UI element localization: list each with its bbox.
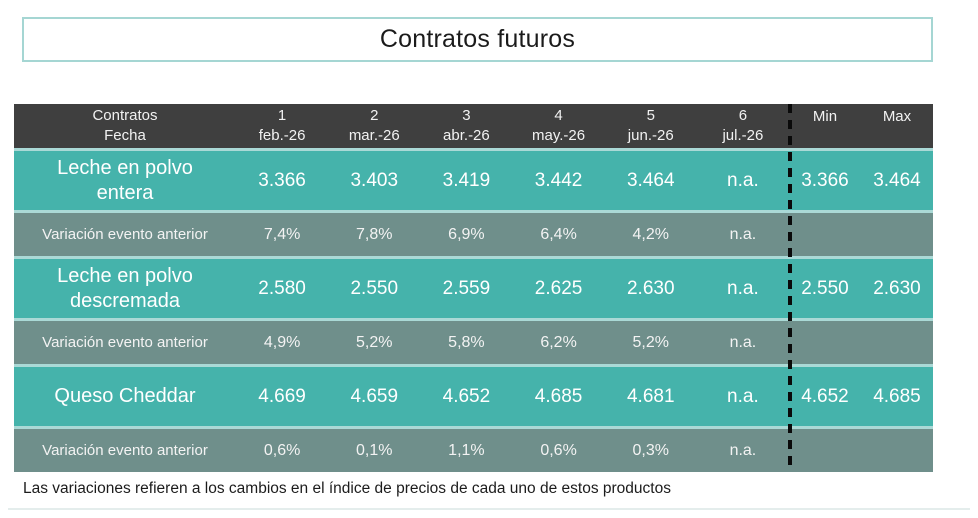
column-number: 1 bbox=[277, 107, 287, 124]
variation-value: 5,2% bbox=[632, 333, 669, 351]
product-name: Leche en polvo descremada bbox=[57, 264, 193, 312]
empty-min-cell bbox=[789, 321, 861, 364]
column-number: 4 bbox=[554, 107, 563, 124]
title-box: Contratos futuros bbox=[22, 17, 933, 62]
variation-value-na: n.a. bbox=[729, 333, 757, 351]
variation-value: 5,2% bbox=[356, 333, 393, 351]
product-name: Leche en polvo entera bbox=[57, 156, 193, 204]
product-value: 3.366 bbox=[258, 169, 306, 191]
column-date: may.-26 bbox=[532, 127, 586, 144]
empty-min-cell bbox=[789, 429, 861, 472]
bottom-rule bbox=[8, 508, 970, 510]
variation-value: 6,2% bbox=[540, 333, 577, 351]
variation-row-leche-descremada: Variación evento anterior 4,9% 5,2% 5,8%… bbox=[14, 321, 933, 364]
variation-value-na: n.a. bbox=[729, 225, 757, 243]
variation-value: 0,6% bbox=[263, 441, 301, 459]
product-min-value: 3.366 bbox=[801, 169, 849, 191]
column-date: jul.-26 bbox=[722, 127, 764, 144]
variation-label: Variación evento anterior bbox=[42, 442, 208, 459]
variation-row-leche-entera: Variación evento anterior 7,4% 7,8% 6,9%… bbox=[14, 213, 933, 256]
variation-row-queso-cheddar: Variación evento anterior 0,6% 0,1% 1,1%… bbox=[14, 429, 933, 472]
variation-value-na: n.a. bbox=[729, 441, 757, 459]
product-min-value: 4.652 bbox=[801, 385, 849, 407]
variation-value: 0,1% bbox=[356, 441, 393, 459]
product-max-value: 2.630 bbox=[873, 277, 921, 299]
corner-header-line2: Fecha bbox=[104, 127, 146, 144]
product-value-na: n.a. bbox=[727, 169, 759, 191]
column-date: mar.-26 bbox=[348, 127, 400, 144]
variation-label: Variación evento anterior bbox=[42, 334, 208, 351]
product-value: 4.652 bbox=[442, 385, 491, 407]
column-number: 3 bbox=[462, 107, 471, 124]
column-date: feb.-26 bbox=[258, 127, 306, 144]
table-header-row: Contratos Fecha 1 feb.-26 2 mar.-26 3 ab… bbox=[14, 104, 933, 148]
column-number: 2 bbox=[370, 107, 379, 124]
product-value: 2.550 bbox=[350, 277, 399, 299]
corner-header-cell: Contratos Fecha bbox=[14, 104, 236, 148]
product-value-na: n.a. bbox=[727, 385, 759, 407]
column-number: 5 bbox=[646, 107, 655, 124]
product-max-value: 4.685 bbox=[873, 385, 921, 407]
column-date: jun.-26 bbox=[627, 127, 674, 144]
column-number: 6 bbox=[738, 107, 748, 124]
corner-header-line1: Contratos bbox=[92, 107, 158, 124]
product-value: 2.559 bbox=[442, 277, 491, 299]
variation-value: 4,2% bbox=[632, 225, 669, 243]
product-value: 3.464 bbox=[626, 169, 675, 191]
variation-value: 5,8% bbox=[448, 333, 485, 351]
product-value: 4.685 bbox=[534, 385, 583, 407]
futures-table: Contratos Fecha 1 feb.-26 2 mar.-26 3 ab… bbox=[14, 104, 933, 472]
product-value: 2.625 bbox=[534, 277, 583, 299]
variation-value: 7,4% bbox=[263, 225, 301, 243]
product-name: Queso Cheddar bbox=[54, 385, 196, 407]
variation-value: 7,8% bbox=[356, 225, 393, 243]
column-header-3: 3 abr.-26 bbox=[420, 104, 512, 148]
product-value: 4.669 bbox=[258, 385, 306, 407]
column-date: abr.-26 bbox=[443, 127, 490, 144]
column-header-6: 6 jul.-26 bbox=[697, 104, 789, 148]
column-header-4: 4 may.-26 bbox=[512, 104, 604, 148]
variation-value: 0,6% bbox=[540, 441, 577, 459]
product-row-leche-entera: Leche en polvo entera 3.366 3.403 3.419 … bbox=[14, 151, 933, 210]
product-value-na: n.a. bbox=[727, 277, 759, 299]
variation-value: 0,3% bbox=[632, 441, 669, 459]
empty-max-cell bbox=[861, 429, 933, 472]
product-value: 2.580 bbox=[258, 277, 306, 299]
product-value: 2.630 bbox=[626, 277, 675, 299]
product-value: 3.419 bbox=[442, 169, 491, 191]
empty-min-cell bbox=[789, 213, 861, 256]
column-header-1: 1 feb.-26 bbox=[236, 104, 328, 148]
product-value: 4.659 bbox=[350, 385, 399, 407]
product-row-queso-cheddar: Queso Cheddar 4.669 4.659 4.652 4.685 4.… bbox=[14, 367, 933, 426]
product-row-leche-descremada: Leche en polvo descremada 2.580 2.550 2.… bbox=[14, 259, 933, 318]
product-value: 3.442 bbox=[534, 169, 583, 191]
product-max-value: 3.464 bbox=[873, 169, 921, 191]
column-header-5: 5 jun.-26 bbox=[605, 104, 697, 148]
variation-value: 6,9% bbox=[448, 225, 485, 243]
product-value: 4.681 bbox=[626, 385, 675, 407]
variation-label: Variación evento anterior bbox=[42, 226, 208, 243]
variation-value: 1,1% bbox=[448, 441, 485, 459]
min-column-header: Min bbox=[812, 108, 838, 125]
variation-value: 6,4% bbox=[540, 225, 577, 243]
page-title: Contratos futuros bbox=[379, 25, 576, 53]
product-min-value: 2.550 bbox=[801, 277, 849, 299]
product-value: 3.403 bbox=[350, 169, 399, 191]
minmax-dashed-divider bbox=[788, 104, 792, 472]
variation-value: 4,9% bbox=[263, 333, 301, 351]
empty-max-cell bbox=[861, 321, 933, 364]
footer-note: Las variaciones refieren a los cambios e… bbox=[23, 480, 671, 497]
empty-max-cell bbox=[861, 213, 933, 256]
column-header-2: 2 mar.-26 bbox=[328, 104, 420, 148]
max-column-header: Max bbox=[882, 108, 912, 125]
